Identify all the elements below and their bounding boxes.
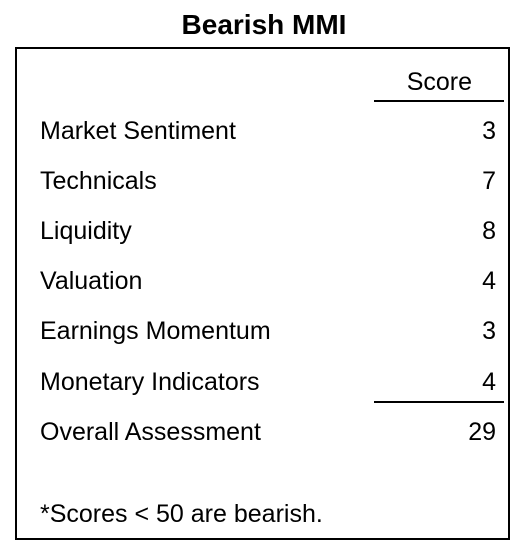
score-table: Score Market Sentiment 3 Technicals 7 Li… (15, 47, 510, 540)
row-label-monetary-indicators: Monetary Indicators (40, 368, 260, 396)
total-score: 29 (468, 418, 496, 446)
header-underline (374, 100, 504, 102)
footnote: *Scores < 50 are bearish. (40, 500, 323, 528)
row-label-liquidity: Liquidity (40, 217, 132, 245)
row-score-valuation: 4 (482, 267, 496, 295)
row-score-earnings-momentum: 3 (482, 317, 496, 345)
row-label-valuation: Valuation (40, 267, 143, 295)
row-score-monetary-indicators: 4 (482, 368, 496, 396)
score-column-header: Score (406, 68, 472, 96)
row-label-technicals: Technicals (40, 167, 157, 195)
total-label: Overall Assessment (40, 418, 261, 446)
page-title: Bearish MMI (181, 9, 347, 40)
row-score-technicals: 7 (482, 167, 496, 195)
row-label-earnings-momentum: Earnings Momentum (40, 317, 271, 345)
row-label-market-sentiment: Market Sentiment (40, 117, 236, 145)
total-rule (374, 401, 504, 403)
row-score-market-sentiment: 3 (482, 117, 496, 145)
row-score-liquidity: 8 (482, 217, 496, 245)
